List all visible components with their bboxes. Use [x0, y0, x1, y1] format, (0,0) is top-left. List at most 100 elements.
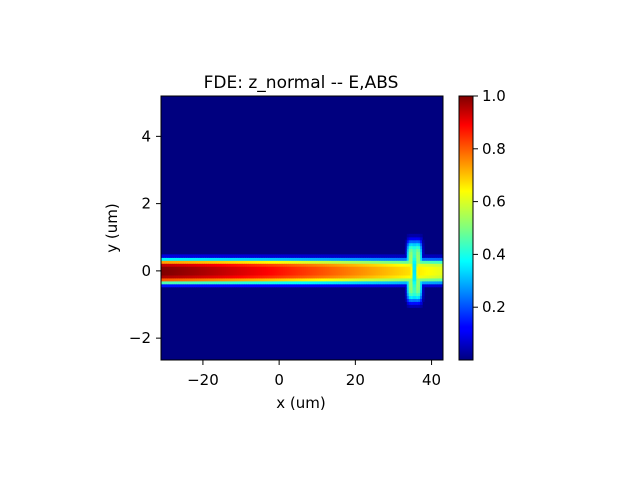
heatmap-cell [416, 277, 419, 282]
heatmap-cell [294, 283, 297, 288]
heatmap-cell [166, 266, 170, 270]
heatmap-cell [197, 280, 200, 285]
heatmap-cell [290, 263, 294, 267]
heatmap-cell [269, 257, 273, 261]
heatmap-cell [422, 257, 425, 261]
heatmap-cell [317, 283, 320, 288]
heatmap-cell [199, 263, 202, 267]
heatmap-cell [313, 257, 316, 261]
heatmap-cell [208, 269, 212, 273]
heatmap-cell [218, 272, 221, 276]
heatmap-cell [412, 289, 416, 294]
heatmap-cell [275, 277, 278, 282]
heatmap-cell [303, 274, 307, 279]
heatmap-cell [183, 257, 187, 261]
heatmap-cell [359, 263, 362, 267]
heatmap-cell [370, 272, 374, 276]
heatmap-cell [397, 272, 400, 276]
heatmap-cell [404, 283, 408, 288]
heatmap-cell [353, 257, 356, 261]
heatmap-cell [229, 257, 233, 261]
heatmap-cell [210, 257, 214, 261]
heatmap-cell [402, 283, 406, 288]
heatmap-cell [391, 272, 395, 276]
heatmap-cell [261, 283, 265, 288]
heatmap-cell [385, 272, 389, 276]
x-tick-label: 40 [422, 371, 441, 389]
heatmap-cell [427, 257, 431, 261]
heatmap-cell [296, 277, 299, 282]
heatmap-cell [212, 260, 215, 264]
heatmap-cell [176, 266, 179, 270]
heatmap-cell [376, 257, 379, 261]
heatmap-cell [399, 274, 402, 279]
heatmap-cell [206, 283, 210, 288]
heatmap-cell [338, 280, 341, 285]
heatmap-cell [302, 272, 305, 276]
heatmap-cell [397, 280, 400, 285]
heatmap-cell [162, 272, 166, 276]
heatmap-cell [298, 272, 301, 276]
heatmap-cell [191, 254, 194, 258]
heatmap-cell [431, 260, 435, 264]
heatmap-cell [225, 260, 229, 264]
heatmap-cell [414, 301, 417, 305]
heatmap-cell [433, 263, 436, 267]
heatmap-cell [239, 257, 242, 261]
heatmap-cell [258, 266, 261, 270]
heatmap-cell [235, 280, 238, 285]
heatmap-cell [321, 269, 324, 273]
heatmap-cell [404, 269, 408, 273]
heatmap-cell [404, 251, 408, 255]
heatmap-cell [326, 269, 330, 273]
heatmap-cell [187, 269, 191, 273]
heatmap-cell [233, 266, 236, 270]
heatmap-cell [172, 266, 175, 270]
heatmap-cell [309, 277, 313, 282]
heatmap-cell [178, 269, 181, 273]
colorbar-tick-label: 0.8 [482, 140, 506, 158]
heatmap-cell [229, 269, 233, 273]
heatmap-cell [420, 236, 423, 241]
heatmap-cell [349, 266, 353, 270]
heatmap-cell [364, 266, 368, 270]
heatmap-cell [372, 272, 376, 276]
heatmap-cell [427, 283, 431, 288]
heatmap-cell [212, 280, 215, 285]
colorbar: 0.20.40.60.81.0 [458, 87, 506, 361]
heatmap-cell [223, 280, 227, 285]
heatmap-cell [399, 280, 402, 285]
heatmap-cell [412, 277, 416, 282]
heatmap-cell [340, 280, 343, 285]
heatmap-cell [422, 298, 425, 302]
heatmap-cell [275, 257, 278, 261]
heatmap-cell [336, 263, 339, 267]
heatmap-cell [195, 277, 198, 282]
heatmap-cell [433, 283, 436, 288]
heatmap-cell [374, 257, 377, 261]
heatmap-cell [286, 272, 290, 276]
heatmap-cell [319, 263, 322, 267]
heatmap-cell [201, 266, 204, 270]
heatmap-cell [298, 280, 301, 285]
heatmap-cell [261, 260, 265, 264]
heatmap-cell [254, 272, 257, 276]
heatmap-cell [425, 274, 429, 279]
heatmap-cell [193, 283, 196, 288]
heatmap-cell [221, 269, 225, 273]
heatmap-cell [174, 272, 177, 276]
heatmap-cell [170, 257, 174, 261]
heatmap-cell [391, 283, 395, 288]
heatmap-cell [338, 257, 341, 261]
heatmap-cell [267, 257, 271, 261]
heatmap-cell [423, 283, 427, 288]
heatmap-cell [362, 260, 366, 264]
heatmap-cell [305, 266, 309, 270]
heatmap-cell [412, 274, 416, 279]
heatmap-cell [212, 283, 215, 288]
heatmap-cell [197, 274, 200, 279]
heatmap-cell [174, 257, 177, 261]
heatmap-cell [195, 272, 198, 276]
heatmap-cell [389, 257, 393, 261]
heatmap-cell [233, 254, 236, 258]
